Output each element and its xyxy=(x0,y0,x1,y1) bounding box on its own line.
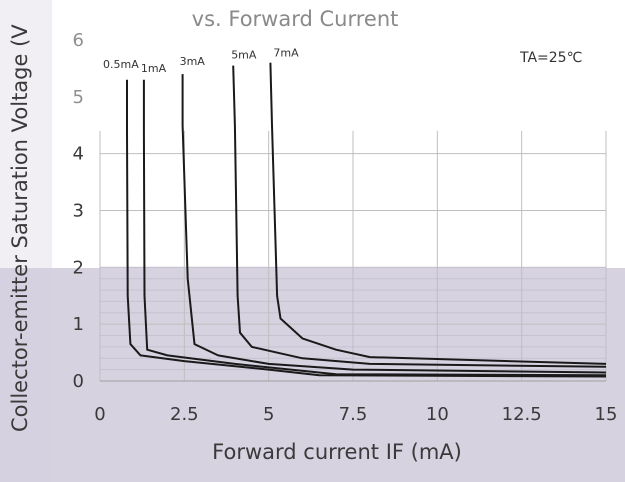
y-tick-label: 1 xyxy=(73,314,84,335)
series-line-7mA xyxy=(269,62,607,365)
series-label-5mA: 5mA xyxy=(231,49,257,62)
series-label-3mA: 3mA xyxy=(180,55,206,68)
chart-title: vs. Forward Current xyxy=(192,7,399,31)
x-tick-label: 10 xyxy=(426,404,449,425)
y-tick-label: 0 xyxy=(73,371,84,392)
y-tick-label: 2 xyxy=(73,257,84,278)
series-line-1mA xyxy=(142,79,607,377)
series-line-0.5mA xyxy=(126,79,607,378)
y-tick-label: 4 xyxy=(73,144,84,165)
left-axis-band xyxy=(0,0,52,482)
series-label-0.5mA: 0.5mA xyxy=(103,58,139,71)
y-tick-label: 3 xyxy=(73,201,84,222)
x-axis-label: Forward current IF (mA) xyxy=(212,440,462,464)
y-tick-label: 5 xyxy=(73,87,84,108)
ticks-layer: 0 2.5 5 7.5 10 12.5 15 0 1 2 3 4 5 6 xyxy=(73,30,618,425)
temperature-annotation: TA=25℃ xyxy=(519,50,582,66)
x-tick-label: 7.5 xyxy=(339,404,368,425)
x-tick-label: 5 xyxy=(263,404,274,425)
series-layer: 0.5mA 1mA 3mA 5mA 7mA xyxy=(103,47,607,378)
series-label-1mA: 1mA xyxy=(141,62,167,75)
series-label-7mA: 7mA xyxy=(273,47,299,60)
y-axis-label: Collector-emitter Saturation Voltage (V xyxy=(8,24,32,432)
x-tick-label: 15 xyxy=(595,404,618,425)
x-tick-label: 2.5 xyxy=(170,404,199,425)
x-tick-label: 12.5 xyxy=(502,404,542,425)
series-line-5mA xyxy=(232,65,607,368)
x-tick-label: 0 xyxy=(94,404,105,425)
y-tick-label: 6 xyxy=(73,30,84,51)
series-line-3mA xyxy=(181,74,607,374)
